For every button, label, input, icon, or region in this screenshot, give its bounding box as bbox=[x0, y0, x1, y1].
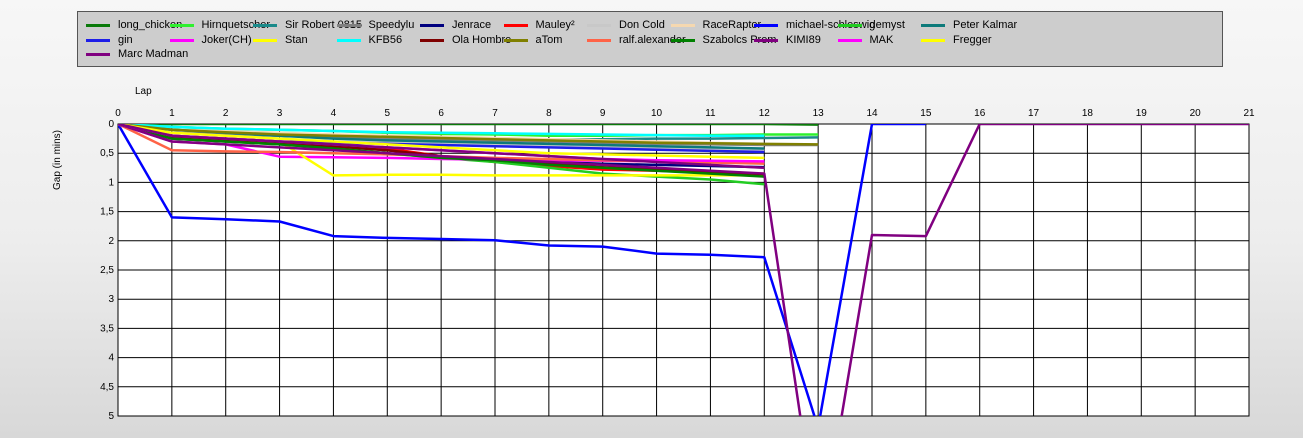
chart-legend: long_chicken Hirnquetscher Sir Robert 0815… bbox=[77, 11, 1223, 67]
y-tick-label: 0 bbox=[108, 119, 114, 130]
legend-swatch bbox=[921, 24, 945, 27]
y-tick-label: 3 bbox=[108, 294, 114, 305]
legend-label: Speedylu bbox=[368, 19, 415, 31]
legend-swatch bbox=[86, 38, 110, 42]
legend-label: MAK bbox=[869, 33, 894, 46]
legend-swatch bbox=[754, 38, 778, 42]
x-tick-label: 0 bbox=[115, 108, 121, 119]
legend-swatch bbox=[336, 38, 361, 42]
legend-label: Hirnquetscher bbox=[201, 19, 270, 31]
legend-swatch bbox=[503, 24, 528, 27]
y-tick-label: 2,5 bbox=[100, 265, 114, 276]
legend-label: Stan bbox=[285, 33, 308, 46]
x-tick-label: 10 bbox=[651, 108, 663, 119]
series-lines bbox=[118, 124, 1249, 416]
series-line-14 bbox=[118, 124, 765, 137]
legend-swatch bbox=[837, 24, 862, 27]
x-tick-label: 17 bbox=[1028, 108, 1040, 119]
legend-label: long_chicken bbox=[118, 19, 183, 31]
series-line-8 bbox=[118, 124, 926, 416]
legend-swatch bbox=[503, 38, 528, 42]
series-line-18 bbox=[118, 124, 765, 178]
legend-swatch bbox=[420, 24, 444, 27]
x-tick-label: 12 bbox=[759, 108, 771, 119]
legend-swatch bbox=[837, 38, 862, 42]
x-axis-title: Lap bbox=[135, 86, 152, 97]
x-tick-label: 2 bbox=[223, 108, 229, 119]
series-line-0 bbox=[118, 124, 819, 126]
x-tick-label: 7 bbox=[492, 108, 498, 119]
y-axis-title: Gap (in mins) bbox=[52, 130, 63, 190]
legend-label: Don Cold bbox=[619, 19, 665, 31]
legend-swatch bbox=[86, 24, 110, 27]
legend-swatch bbox=[587, 38, 611, 42]
legend-label: michael-schleswig bbox=[786, 19, 876, 31]
x-tick-label: 1 bbox=[169, 108, 175, 119]
x-tick-label: 9 bbox=[600, 108, 606, 119]
y-tick-label: 3,5 bbox=[100, 323, 114, 334]
legend-label: aTom bbox=[535, 33, 563, 46]
legend-label: Ola Hombre bbox=[452, 33, 512, 46]
series-line-22 bbox=[118, 124, 765, 170]
legend-label: Mauley² bbox=[535, 19, 575, 31]
legend-swatch bbox=[336, 24, 361, 27]
legend-swatch bbox=[169, 24, 194, 27]
x-tick-label: 16 bbox=[974, 108, 986, 119]
legend-label: ralf.alexander bbox=[619, 33, 686, 46]
legend-swatch bbox=[169, 38, 194, 42]
legend-swatch bbox=[86, 53, 110, 56]
y-tick-label: 4,5 bbox=[100, 382, 114, 393]
x-tick-label: 11 bbox=[705, 108, 716, 119]
y-tick-label: 2 bbox=[108, 236, 114, 247]
legend-label: Jenrace bbox=[452, 19, 492, 31]
y-tick-label: 4 bbox=[108, 353, 114, 364]
legend-label: Joker(CH) bbox=[201, 33, 252, 46]
legend-label: Sir Robert 0815 bbox=[285, 19, 363, 31]
series-line-19 bbox=[118, 124, 1249, 416]
legend-label: Peter Kalmar bbox=[953, 19, 1018, 31]
x-tick-label: 3 bbox=[277, 108, 283, 119]
y-tick-label: 0,5 bbox=[100, 148, 114, 159]
x-tick-label: 13 bbox=[813, 108, 825, 119]
x-tick-label: 20 bbox=[1190, 108, 1202, 119]
y-tick-label: 1,5 bbox=[100, 207, 114, 218]
x-tick-label: 14 bbox=[866, 108, 878, 119]
legend-label: gin bbox=[118, 33, 133, 46]
legend-swatch bbox=[253, 24, 277, 27]
x-tick-label: 8 bbox=[546, 108, 552, 119]
legend-label: demyst bbox=[869, 19, 905, 31]
legend-label: Fregger bbox=[953, 33, 992, 46]
legend-swatch bbox=[420, 38, 444, 42]
y-axis-ticks: 0 0,5 1 1,5 2 2,5 3 3,5 4 4,5 5 bbox=[100, 119, 114, 422]
legend-swatch bbox=[921, 38, 945, 42]
legend-swatch bbox=[253, 38, 277, 42]
y-tick-label: 5 bbox=[108, 411, 114, 422]
x-tick-label: 5 bbox=[385, 108, 391, 119]
legend-swatch bbox=[587, 24, 611, 27]
legend-swatch bbox=[754, 24, 778, 27]
legend-swatch bbox=[670, 24, 695, 27]
x-tick-label: 21 bbox=[1243, 108, 1255, 119]
legend-label: KIMI89 bbox=[786, 33, 821, 46]
legend-label: Szabolcs Prem bbox=[702, 33, 777, 46]
legend-label: RaceRaptor bbox=[702, 19, 762, 31]
x-tick-label: 4 bbox=[331, 108, 337, 119]
legend-label: Marc Madman bbox=[118, 48, 189, 60]
y-tick-label: 1 bbox=[108, 177, 114, 188]
x-tick-label: 6 bbox=[438, 108, 444, 119]
x-tick-label: 19 bbox=[1136, 108, 1148, 119]
x-axis-ticks: 0 1 2 3 4 5 6 7 8 9 10 11 12 13 14 15 16 17 18 19 20 21 bbox=[115, 108, 1255, 119]
series-line-21 bbox=[118, 124, 765, 160]
x-tick-label: 15 bbox=[920, 108, 932, 119]
legend-swatch bbox=[670, 38, 695, 42]
legend-label: KFB56 bbox=[368, 33, 403, 46]
x-tick-label: 18 bbox=[1082, 108, 1094, 119]
series-line-16 bbox=[118, 124, 819, 146]
